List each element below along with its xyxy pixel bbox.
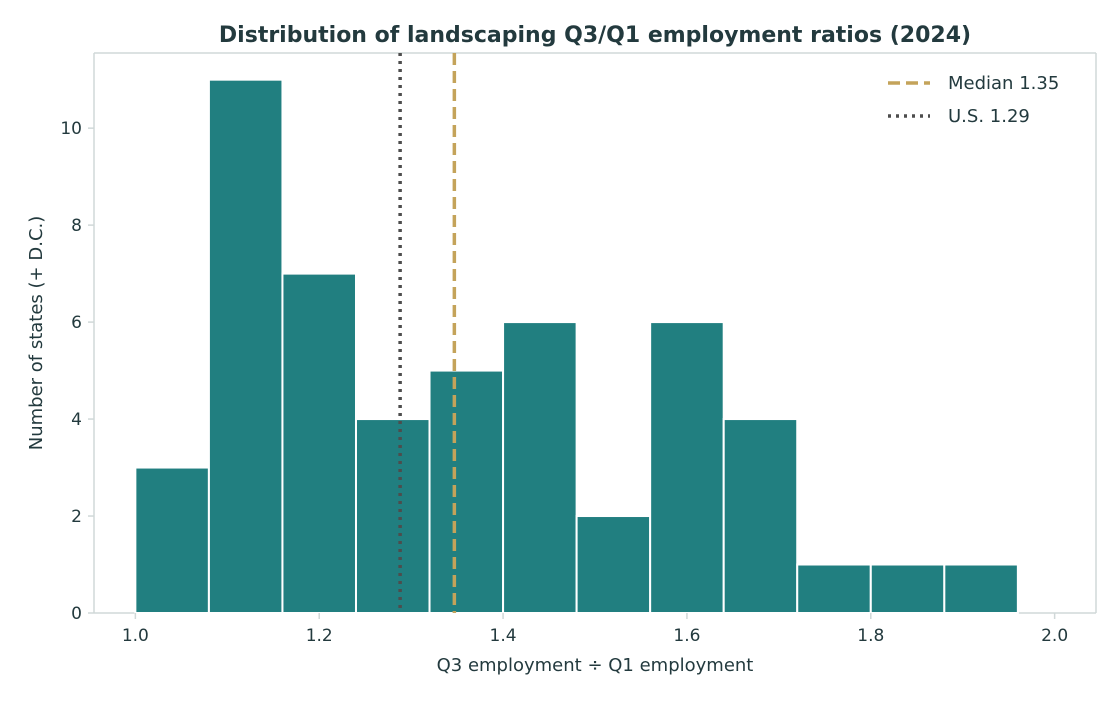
legend: Median 1.35 U.S. 1.29 bbox=[888, 73, 1059, 127]
y-tick-label: 8 bbox=[71, 216, 82, 236]
x-tick-label: 1.6 bbox=[673, 626, 700, 646]
histogram-bar-1 bbox=[134, 466, 210, 614]
chart-title: Distribution of landscaping Q3/Q1 employ… bbox=[219, 23, 971, 48]
y-tick-label: 2 bbox=[71, 507, 82, 527]
y-tick-label: 6 bbox=[71, 313, 82, 333]
histogram-bar-3 bbox=[281, 272, 357, 614]
histogram-bar-10 bbox=[796, 563, 872, 614]
y-axis-label: Number of states (+ D.C.) bbox=[26, 216, 47, 451]
x-tick-label: 1.0 bbox=[122, 626, 149, 646]
histogram-bar-4 bbox=[354, 418, 431, 614]
histogram-bar-6 bbox=[502, 321, 578, 614]
x-tick-label: 1.2 bbox=[306, 626, 333, 646]
y-tick-label: 10 bbox=[60, 119, 82, 139]
plot-area: 1.0 1.2 1.4 1.6 1.8 2.0 0 2 4 6 8 10 bbox=[60, 52, 1097, 646]
legend-median-label: Median 1.35 bbox=[948, 73, 1059, 94]
legend-us-label: U.S. 1.29 bbox=[948, 106, 1030, 127]
x-axis-label: Q3 employment ÷ Q1 employment bbox=[437, 655, 754, 676]
x-tick-label: 1.8 bbox=[857, 626, 884, 646]
histogram-bar-8 bbox=[649, 321, 725, 614]
y-tick-label: 4 bbox=[71, 410, 82, 430]
histogram-bar-7 bbox=[575, 515, 652, 614]
x-tick-label: 2.0 bbox=[1041, 626, 1068, 646]
x-tick-label: 1.4 bbox=[490, 626, 517, 646]
histogram-bar-12 bbox=[943, 563, 1019, 614]
histogram-bar-2 bbox=[207, 78, 284, 614]
histogram-bar-5 bbox=[428, 369, 505, 614]
histogram-bar-11 bbox=[869, 563, 946, 614]
y-tick-label: 0 bbox=[71, 604, 82, 624]
histogram-bar-9 bbox=[722, 418, 799, 614]
